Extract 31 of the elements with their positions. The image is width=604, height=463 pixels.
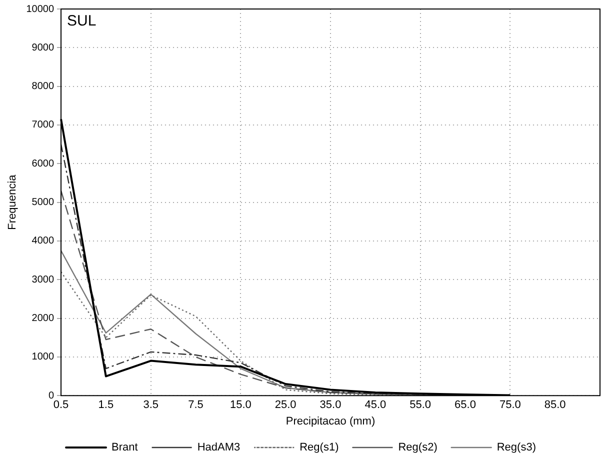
chart-title: SUL	[67, 12, 96, 30]
x-tick-label: 25.0	[274, 399, 296, 412]
x-tick-label: 3.5	[143, 399, 158, 412]
y-axis-title: Frequencia	[6, 174, 19, 230]
y-tick-label: 0	[48, 390, 54, 402]
legend-label: Brant	[112, 442, 138, 454]
y-tick-label: 1000	[32, 352, 54, 363]
y-tick-label: 4000	[32, 236, 54, 247]
y-tick-label: 10000	[26, 4, 54, 15]
x-tick-label: 1.5	[98, 399, 114, 412]
x-tick-label: 35.0	[320, 399, 342, 412]
x-tick-label: 75.0	[499, 399, 521, 412]
x-tick-label: 55.0	[410, 399, 432, 412]
y-tick-label: 5000	[32, 197, 54, 208]
y-tick-label: 9000	[32, 42, 54, 54]
legend-label: Reg(s1)	[300, 442, 339, 454]
x-tick-label: 45.0	[364, 399, 386, 412]
x-tick-label: 7.5	[188, 399, 204, 412]
y-tick-label: 2000	[32, 313, 54, 324]
legend-label: Reg(s2)	[398, 442, 438, 454]
x-tick-label: 15.0	[230, 399, 252, 412]
y-tick-label: 3000	[32, 274, 54, 286]
x-tick-label: 85.0	[544, 399, 566, 412]
legend-label: HadAM3	[197, 442, 240, 454]
legend-label: Reg(s3)	[496, 442, 536, 454]
y-tick-label: 8000	[32, 81, 54, 92]
x-axis-title: Precipitacao (mm)	[286, 415, 376, 428]
y-tick-label: 7000	[32, 120, 54, 131]
x-tick-label: 65.0	[454, 399, 476, 412]
y-tick-label: 6000	[32, 158, 54, 170]
x-tick-label: 0.5	[53, 399, 69, 412]
